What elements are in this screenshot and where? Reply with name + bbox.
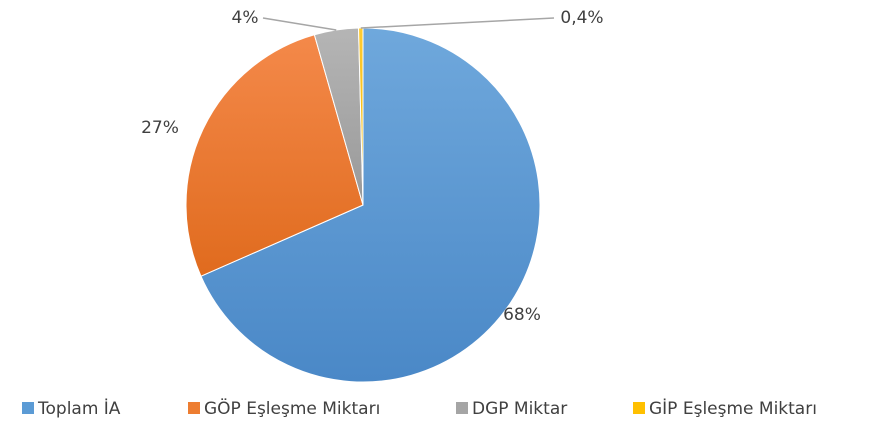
pie-slice (185, 34, 364, 277)
data-label: 68% (503, 305, 541, 325)
leader-line (262, 17, 337, 31)
legend-label: Toplam İA (37, 398, 121, 419)
legend-label: GÖP Eşleşme Miktarı (204, 397, 380, 419)
data-label: 27% (141, 118, 179, 138)
legend-swatch (22, 402, 34, 414)
legend-swatch (456, 402, 468, 414)
legend-swatch (188, 402, 200, 414)
leader-line (360, 17, 555, 29)
legend-swatch (633, 402, 645, 414)
data-label: 4% (232, 8, 259, 28)
data-label: 0,4% (560, 8, 603, 28)
legend-label: DGP Miktar (472, 399, 567, 419)
legend-label: GİP Eşleşme Miktarı (649, 398, 817, 419)
pie-slice (200, 27, 541, 383)
